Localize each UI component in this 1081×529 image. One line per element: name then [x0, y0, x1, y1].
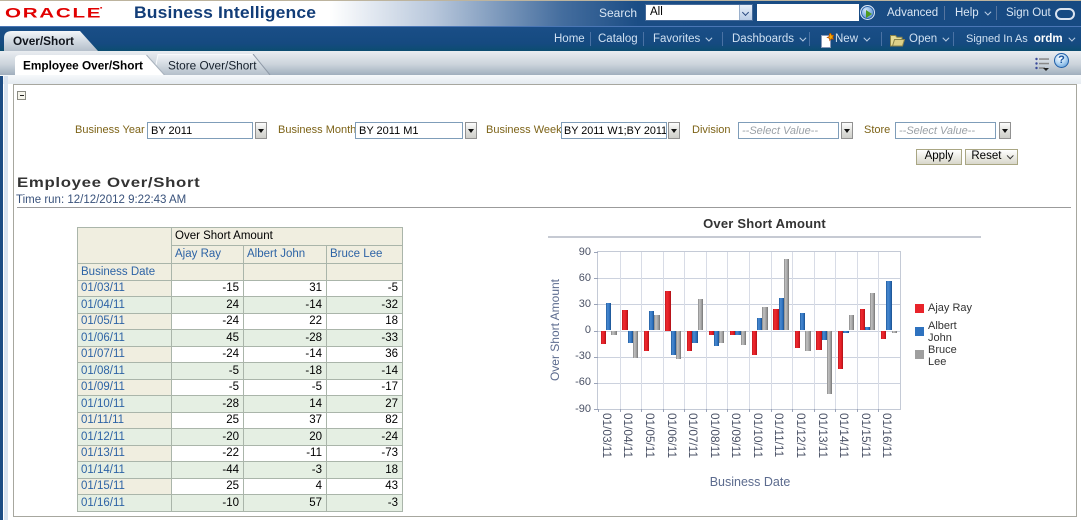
svg-text:Over/Short: Over/Short: [13, 34, 74, 48]
svg-text:Store Over/Short: Store Over/Short: [168, 59, 257, 73]
svg-text:Employee Over/Short: Employee Over/Short: [23, 59, 143, 73]
